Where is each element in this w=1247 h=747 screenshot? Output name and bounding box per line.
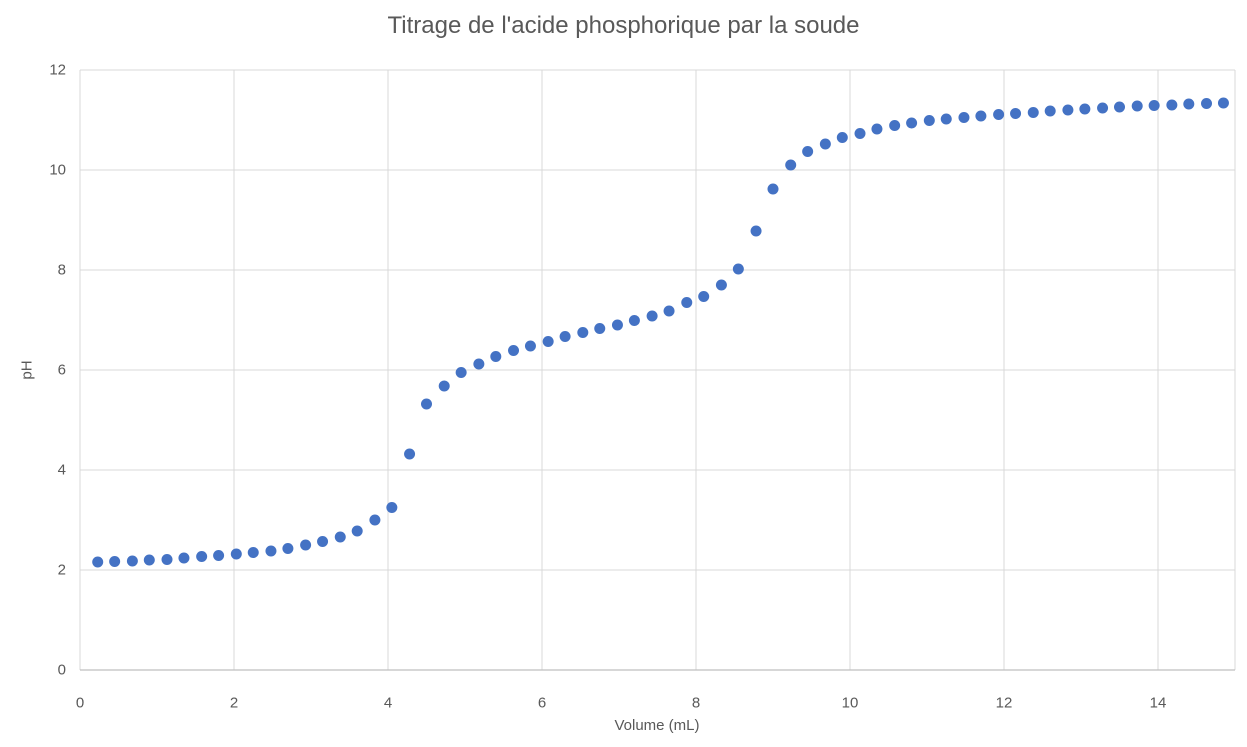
x-tick-label: 8: [692, 695, 700, 712]
data-point: [1044, 105, 1056, 117]
data-point: [836, 132, 848, 143]
data-point: [196, 551, 208, 562]
data-point: [750, 225, 762, 237]
y-tick-label: 12: [49, 62, 66, 79]
x-tick-label: 4: [384, 695, 392, 712]
data-point: [681, 297, 693, 308]
y-tick-label: 10: [49, 162, 66, 179]
data-point: [317, 536, 329, 547]
data-point: [178, 552, 190, 564]
data-point: [559, 331, 571, 342]
data-point: [577, 327, 589, 338]
data-point: [143, 554, 155, 566]
data-point: [663, 305, 675, 317]
data-point: [611, 319, 623, 331]
x-tick-label: 12: [996, 695, 1013, 712]
x-tick-label: 2: [230, 695, 238, 712]
data-point: [109, 556, 121, 567]
data-point: [993, 109, 1005, 120]
x-tick-label: 0: [76, 695, 84, 712]
data-point: [300, 539, 312, 551]
data-point: [767, 183, 779, 195]
data-point: [785, 159, 797, 171]
data-point: [369, 514, 381, 526]
data-point: [438, 380, 450, 392]
data-point: [1097, 102, 1109, 114]
data-point: [958, 112, 970, 123]
y-tick-label: 6: [58, 362, 66, 379]
data-point: [386, 502, 398, 513]
y-tick-label: 8: [58, 262, 66, 279]
data-point: [1010, 108, 1022, 119]
data-point: [923, 115, 935, 126]
y-tick-label: 0: [58, 662, 66, 679]
data-point: [230, 548, 242, 560]
data-point: [282, 543, 294, 554]
data-point: [594, 323, 606, 334]
data-point: [715, 279, 727, 291]
data-point: [628, 315, 640, 326]
x-tick-label: 6: [538, 695, 546, 712]
data-point: [1148, 100, 1160, 111]
data-point: [854, 128, 866, 139]
data-point: [473, 358, 485, 370]
data-point: [802, 146, 814, 157]
data-point: [92, 556, 104, 568]
data-point: [524, 340, 536, 352]
data-point: [732, 263, 744, 275]
y-axis-title: pH: [18, 360, 36, 380]
x-tick-label: 10: [842, 695, 859, 712]
data-point: [1183, 98, 1195, 110]
data-point: [1166, 99, 1178, 111]
data-point: [126, 555, 138, 567]
data-point: [334, 531, 346, 543]
data-point: [1079, 103, 1091, 115]
data-point: [508, 345, 520, 356]
data-point: [421, 398, 432, 410]
data-point: [698, 291, 710, 302]
data-point: [1201, 98, 1213, 109]
data-point: [906, 117, 918, 129]
x-axis-title: Volume (mL): [614, 717, 700, 734]
data-point: [889, 120, 901, 131]
data-point: [265, 545, 277, 557]
data-point: [542, 336, 554, 347]
data-point: [455, 367, 467, 378]
data-point: [490, 351, 502, 362]
data-point: [404, 448, 416, 460]
data-point: [1114, 101, 1125, 113]
data-point: [161, 554, 173, 565]
data-point: [1217, 97, 1229, 109]
data-point: [213, 550, 225, 561]
data-point: [975, 110, 987, 122]
data-point: [1062, 104, 1074, 116]
y-tick-label: 4: [58, 462, 66, 479]
y-tick-label: 2: [58, 562, 66, 579]
data-point: [247, 547, 259, 558]
chart-title: Titrage de l'acide phosphorique par la s…: [387, 12, 860, 39]
data-point: [940, 113, 952, 125]
x-tick-label: 14: [1150, 695, 1167, 712]
data-point: [646, 310, 658, 322]
data-point: [351, 525, 363, 537]
data-point: [1027, 107, 1039, 118]
data-point: [871, 123, 883, 135]
data-point: [1131, 100, 1143, 112]
data-point: [819, 138, 831, 150]
